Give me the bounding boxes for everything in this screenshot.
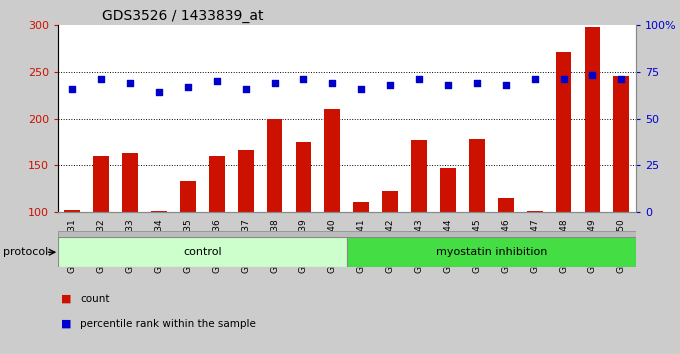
- Bar: [469, 139, 485, 212]
- Bar: [440, 168, 456, 212]
- Point: [558, 76, 569, 82]
- Bar: [238, 150, 254, 212]
- Point: [298, 76, 309, 82]
- Point: [96, 76, 107, 82]
- Point: [413, 76, 424, 82]
- Bar: [180, 182, 196, 212]
- Point: [269, 80, 280, 86]
- Point: [67, 86, 78, 91]
- Point: [587, 73, 598, 78]
- Text: protocol: protocol: [3, 247, 49, 257]
- Point: [500, 82, 511, 88]
- Bar: [498, 198, 513, 212]
- Bar: [93, 156, 109, 212]
- Point: [327, 80, 338, 86]
- Bar: [354, 202, 369, 212]
- Bar: [324, 109, 340, 212]
- Text: ■: ■: [61, 294, 71, 304]
- Bar: [151, 211, 167, 212]
- Point: [154, 90, 165, 95]
- Text: count: count: [80, 294, 109, 304]
- Bar: [585, 27, 600, 212]
- Text: myostatin inhibition: myostatin inhibition: [436, 247, 547, 257]
- Point: [443, 82, 454, 88]
- Bar: [209, 156, 224, 212]
- Point: [124, 80, 135, 86]
- Bar: [556, 52, 571, 212]
- Point: [356, 86, 367, 91]
- Bar: [122, 153, 138, 212]
- Bar: [411, 140, 427, 212]
- Point: [182, 84, 193, 90]
- Point: [240, 86, 251, 91]
- Bar: [382, 191, 398, 212]
- Bar: [347, 237, 636, 267]
- Point: [616, 76, 627, 82]
- Text: GDS3526 / 1433839_at: GDS3526 / 1433839_at: [102, 9, 264, 23]
- Text: control: control: [183, 247, 222, 257]
- Bar: [527, 211, 543, 212]
- Point: [529, 76, 540, 82]
- Text: percentile rank within the sample: percentile rank within the sample: [80, 319, 256, 329]
- Bar: [296, 142, 311, 212]
- Point: [211, 78, 222, 84]
- Bar: [613, 76, 629, 212]
- Bar: [58, 237, 347, 267]
- Bar: [267, 119, 282, 212]
- Point: [471, 80, 482, 86]
- Point: [385, 82, 396, 88]
- Bar: [65, 210, 80, 212]
- Text: ■: ■: [61, 319, 71, 329]
